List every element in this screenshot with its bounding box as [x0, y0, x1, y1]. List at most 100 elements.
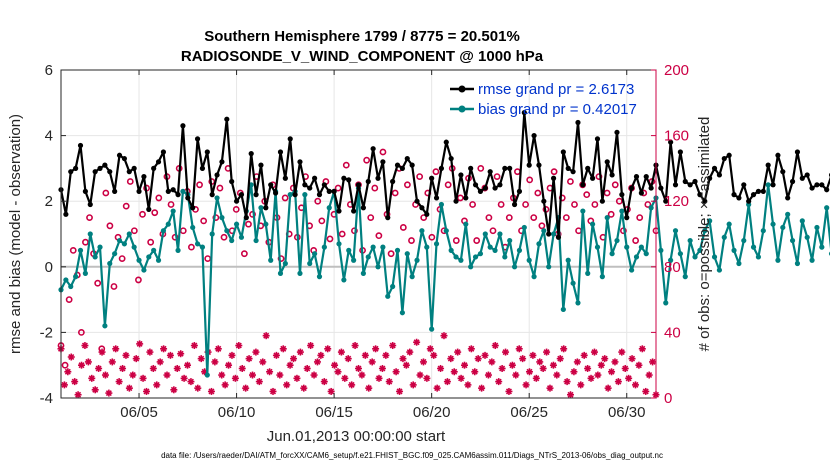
asterisk-stroke: [382, 352, 389, 359]
rmse-point: [399, 165, 405, 171]
asterisk-stroke: [252, 349, 259, 356]
obs-assimilated-point: [430, 351, 438, 359]
bias-point: [97, 244, 103, 250]
bias-point: [599, 274, 605, 280]
obs-assimilated-point: [225, 361, 233, 369]
rmse-point: [126, 169, 132, 175]
obs-assimilated-point: [426, 345, 434, 353]
rmse-point: [229, 178, 235, 185]
rmse-point: [433, 195, 440, 201]
rmse-point: [102, 162, 108, 168]
bias-point: [385, 293, 391, 299]
obs-assimilated-point: [450, 368, 458, 376]
rmse-point: [677, 149, 683, 155]
obs-assimilated-point: [638, 345, 646, 353]
obs-possible-point: [571, 201, 578, 208]
obs-assimilated-point: [443, 378, 451, 386]
rmse-point: [755, 188, 762, 194]
asterisk-stroke: [177, 350, 184, 357]
bias-point: [209, 231, 215, 237]
rmse-point: [594, 136, 601, 142]
asterisk-stroke: [362, 352, 369, 359]
bias-point: [131, 244, 137, 250]
asterisk-stroke: [280, 345, 287, 352]
obs-possible-point: [567, 178, 574, 185]
asterisk-stroke: [146, 349, 153, 356]
obs-assimilated-point: [180, 374, 188, 382]
asterisk-stroke: [564, 378, 571, 385]
obs-assimilated-point: [194, 384, 202, 392]
obs-possible-point: [591, 201, 599, 208]
bias-point: [165, 221, 171, 227]
rmse-point: [531, 133, 537, 139]
obs-possible-point: [326, 235, 334, 243]
x-axis-label: Jun.01,2013 00:00:00 start: [267, 428, 446, 445]
asterisk-stroke: [485, 372, 492, 379]
bias-point: [487, 244, 493, 250]
asterisk-stroke: [263, 332, 270, 339]
asterisk-stroke: [502, 349, 509, 356]
obs-possible-point: [469, 201, 477, 208]
obs-possible-point: [391, 189, 399, 197]
obs-assimilated-point: [149, 364, 157, 372]
asterisk-stroke: [246, 355, 253, 362]
bias-point: [326, 205, 332, 211]
obs-assimilated-point: [88, 374, 96, 382]
obs-assimilated-point: [255, 378, 263, 386]
rmse-point: [463, 195, 469, 201]
bias-point: [463, 221, 469, 227]
y-tick-label-left: 6: [45, 62, 53, 79]
obs-assimilated-point: [457, 374, 465, 382]
obs-possible-point: [632, 237, 640, 244]
obs-possible-point: [110, 283, 118, 290]
rmse-point: [370, 146, 376, 152]
asterisk-stroke: [369, 358, 376, 365]
rmse-point: [243, 215, 249, 221]
bias-point: [258, 205, 264, 211]
chart-title-line2: RADIOSONDE_V_WIND_COMPONENT @ 1000 hPa: [181, 48, 544, 65]
rmse-point: [721, 155, 727, 162]
bias-point: [224, 228, 230, 234]
obs-assimilated-point: [608, 368, 616, 376]
rmse-point: [155, 159, 162, 165]
asterisk-stroke: [546, 385, 554, 392]
asterisk-stroke: [447, 355, 454, 362]
bias-point: [814, 224, 820, 231]
asterisk-stroke: [594, 372, 601, 379]
rmse-point: [190, 205, 196, 211]
obs-assimilated-point: [228, 351, 236, 359]
bias-point: [785, 211, 791, 217]
asterisk-stroke: [516, 345, 523, 352]
bias-point: [697, 247, 703, 253]
rmse-point: [175, 192, 181, 198]
obs-possible-point: [200, 217, 208, 225]
bias-point: [302, 192, 308, 198]
obs-assimilated-point: [563, 378, 571, 386]
rmse-point: [116, 152, 123, 158]
asterisk-stroke: [348, 381, 355, 388]
bias-point: [180, 188, 186, 194]
bias-point: [760, 228, 766, 234]
obs-assimilated-point: [365, 384, 373, 392]
asterisk-stroke: [228, 352, 235, 359]
bias-point: [468, 264, 474, 270]
asterisk-stroke: [232, 375, 239, 382]
bias-point: [136, 257, 142, 263]
asterisk-stroke: [488, 358, 495, 365]
obs-assimilated-point: [642, 387, 650, 395]
obs-assimilated-point: [471, 368, 479, 376]
obs-possible-point: [61, 361, 69, 369]
asterisk-stroke: [174, 365, 181, 372]
x-tick-label: 06/30: [608, 404, 646, 421]
bias-point: [638, 244, 644, 250]
bias-point: [482, 231, 488, 237]
asterisk-stroke: [427, 345, 434, 352]
asterisk-stroke: [126, 385, 133, 392]
bias-point: [477, 251, 484, 257]
bias-point: [546, 264, 552, 270]
asterisk-stroke: [239, 365, 246, 372]
y-tick-label-right: 200: [664, 62, 689, 79]
obs-assimilated-point: [392, 368, 400, 376]
rmse-point: [663, 198, 669, 204]
